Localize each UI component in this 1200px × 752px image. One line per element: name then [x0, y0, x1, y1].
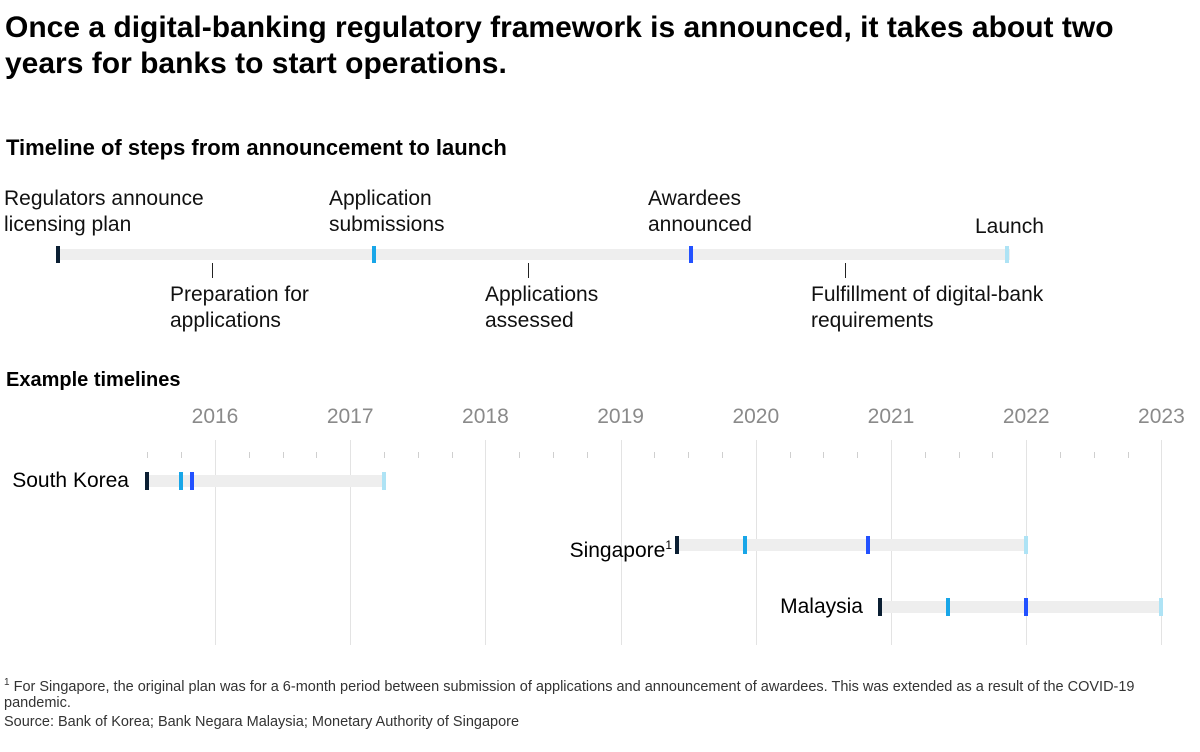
phase-tick-assessed: [528, 263, 529, 278]
quarter-tick: [958, 452, 960, 458]
step-timeline-bar: [56, 249, 1010, 260]
step-marker-launch: [1005, 246, 1009, 263]
quarter-tick: [823, 452, 825, 458]
quarter-tick: [417, 452, 419, 458]
quarter-tick: [688, 452, 690, 458]
chart-title: Once a digital-banking regulatory framew…: [5, 11, 1114, 80]
year-gridline: [1161, 440, 1163, 645]
quarter-tick: [147, 452, 149, 458]
quarter-tick: [519, 452, 521, 458]
quarter-tick: [181, 452, 183, 458]
quarter-tick: [316, 452, 318, 458]
milestone-submission-south-korea: [179, 472, 184, 490]
milestone-announce-south-korea: [145, 472, 150, 490]
phase-label-preparation: Preparation for applications: [170, 283, 309, 332]
quarter-tick: [857, 452, 859, 458]
year-gridline: [215, 440, 216, 645]
milestone-awardees-malaysia: [1024, 598, 1029, 616]
year-tick-label: 2023: [1138, 405, 1185, 428]
country-label-south-korea: South Korea: [12, 469, 129, 492]
milestone-submission-singapore: [742, 536, 747, 554]
timeline-heading: Timeline of steps from announcement to l…: [6, 135, 507, 160]
quarter-tick: [384, 452, 385, 458]
quarter-tick: [248, 452, 250, 458]
quarter-tick: [282, 452, 284, 458]
timeline-bar-south-korea: [147, 475, 386, 487]
phase-tick-fulfillment: [845, 263, 846, 278]
quarter-tick: [1093, 452, 1095, 458]
quarter-tick: [722, 452, 723, 458]
milestone-launch-singapore: [1024, 536, 1029, 554]
quarter-tick: [654, 452, 656, 458]
step-label-announce: Regulators announce licensing plan: [4, 187, 204, 236]
quarter-tick: [1060, 452, 1061, 458]
quarter-tick: [586, 452, 588, 458]
step-marker-awardees: [689, 246, 693, 263]
step-label-launch: Launch: [975, 215, 1044, 238]
year-gridline: [620, 440, 622, 645]
country-label-singapore: Singapore1: [569, 538, 672, 562]
year-tick-label: 2021: [867, 405, 915, 428]
source-note: Source: Bank of Korea; Bank Negara Malay…: [4, 714, 520, 730]
year-gridline: [350, 440, 352, 645]
quarter-tick: [553, 452, 554, 458]
year-tick-label: 2022: [1002, 405, 1050, 428]
milestone-awardees-singapore: [866, 536, 871, 554]
country-label-malaysia: Malaysia: [780, 595, 863, 618]
year-tick-label: 2019: [597, 405, 644, 428]
milestone-awardees-south-korea: [190, 472, 195, 490]
phase-tick-preparation: [212, 263, 213, 278]
year-tick-label: 2018: [462, 405, 509, 428]
year-tick-label: 2020: [732, 405, 780, 428]
milestone-launch-malaysia: [1159, 598, 1164, 616]
year-gridline: [485, 440, 487, 645]
step-label-submissions: Application submissions: [329, 187, 445, 236]
step-marker-submissions: [372, 246, 376, 263]
year-tick-label: 2016: [191, 405, 239, 428]
milestone-announce-singapore: [675, 536, 680, 554]
examples-heading: Example timelines: [6, 369, 181, 391]
quarter-tick: [451, 452, 453, 458]
footnote-marker: 1: [665, 538, 672, 552]
milestone-submission-malaysia: [945, 598, 950, 616]
quarter-tick: [924, 452, 926, 458]
footnote: 1 For Singapore, the original plan was f…: [4, 677, 1135, 711]
quarter-tick: [789, 452, 791, 458]
step-label-awardees: Awardees announced: [648, 187, 752, 236]
milestone-launch-south-korea: [382, 472, 386, 490]
quarter-tick: [1127, 452, 1129, 458]
timeline-bar-singapore: [677, 539, 1029, 551]
quarter-tick: [992, 452, 994, 458]
year-tick-label: 2017: [326, 405, 374, 428]
milestone-announce-malaysia: [878, 598, 883, 616]
phase-label-fulfillment: Fulfillment of digital-bank requirements: [811, 283, 1044, 332]
timeline-bar-malaysia: [880, 601, 1164, 613]
phase-label-assessed: Applications assessed: [485, 283, 599, 332]
step-marker-announce: [56, 246, 60, 263]
